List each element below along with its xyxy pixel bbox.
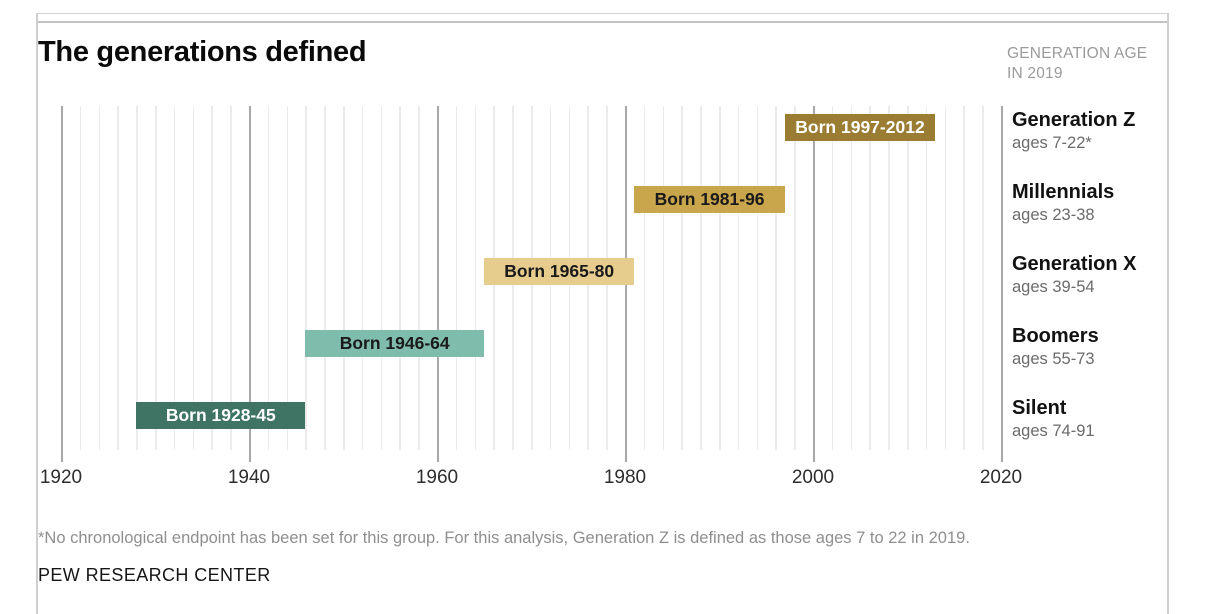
generation-bar: Born 1946-64 (305, 330, 484, 357)
generation-label: Generation X ages 39-54 (1012, 253, 1136, 298)
bar-label: Born 1928-45 (165, 405, 276, 425)
generation-bar: Born 1965-80 (484, 258, 635, 285)
chart-footnote: *No chronological endpoint has been set … (38, 529, 970, 547)
generation-ages: ages 55-73 (1012, 350, 1095, 368)
frame-top-border (36, 13, 1169, 14)
bar-label: Born 1997-2012 (795, 117, 925, 137)
gridline-minor (662, 106, 665, 450)
gridline-minor (455, 106, 458, 450)
gridline-major (61, 106, 63, 462)
frame-right-border (1167, 13, 1169, 614)
gridline-minor (474, 106, 477, 450)
gridline-minor (324, 106, 326, 450)
gridline-minor (361, 106, 364, 450)
chart-title: The generations defined (38, 36, 367, 68)
generation-name: Generation X (1012, 253, 1137, 275)
gridline-minor (230, 106, 232, 450)
gridline-minor (267, 106, 270, 450)
axis-tick-label: 1920 (39, 467, 83, 488)
generation-age-header: GENERATION AGE IN 2019 (1007, 44, 1177, 84)
gridline-minor (643, 106, 646, 450)
generation-age-header-line2: IN 2019 (1007, 65, 1063, 82)
gridline-minor (775, 106, 777, 450)
gridline-minor (173, 106, 176, 450)
axis-tick-label: 2020 (979, 467, 1023, 488)
gridline-major (1001, 106, 1003, 462)
bar-label: Born 1981-96 (654, 189, 765, 209)
gridline-minor (963, 106, 965, 450)
axis-tick-label: 1960 (415, 467, 459, 488)
gridline-minor (98, 106, 101, 450)
gridline-major (249, 106, 251, 462)
generation-age-header-line1: GENERATION AGE (1007, 45, 1148, 62)
generation-name: Generation Z (1012, 109, 1136, 131)
gridline-minor (756, 106, 759, 450)
gridline-major (813, 106, 815, 462)
gridline-minor (305, 106, 307, 450)
axis-tick-label: 1980 (603, 467, 647, 488)
bar-label: Born 1946-64 (339, 333, 450, 353)
generation-ages: ages 74-91 (1012, 422, 1095, 440)
gridline-minor (399, 106, 401, 450)
frame-top-rule (36, 21, 1169, 23)
gridline-minor (211, 106, 213, 450)
gridline-minor (343, 106, 345, 450)
generation-name: Silent (1012, 397, 1067, 419)
generation-bar: Born 1981-96 (634, 186, 785, 213)
gridline-minor (831, 106, 834, 450)
gridline-minor (737, 106, 740, 450)
generation-bar: Born 1928-45 (136, 402, 306, 429)
gridline-minor (286, 106, 289, 450)
gridline-minor (136, 106, 138, 450)
generation-ages: ages 23-38 (1012, 206, 1095, 224)
generation-label: Boomers ages 55-73 (1012, 325, 1099, 370)
axis-tick-label: 1940 (227, 467, 271, 488)
bar-label: Born 1965-80 (504, 261, 615, 281)
generation-name: Millennials (1012, 181, 1115, 203)
generation-ages: ages 39-54 (1012, 278, 1095, 296)
gridline-minor (418, 106, 420, 450)
source-label: PEW RESEARCH CENTER (38, 565, 271, 585)
gridline-minor (700, 106, 702, 450)
generation-label: Silent ages 74-91 (1012, 397, 1095, 442)
axis-tick-label: 2000 (791, 467, 835, 488)
generation-label: Generation Z ages 7-22* (1012, 109, 1135, 154)
gridline-minor (888, 106, 890, 450)
gridline-minor (719, 106, 721, 450)
generation-bar: Born 1997-2012 (784, 114, 936, 141)
generation-label: Millennials ages 23-38 (1012, 181, 1114, 226)
generation-ages: ages 7-22* (1012, 134, 1092, 152)
gridline-minor (907, 106, 909, 450)
generation-name: Boomers (1012, 325, 1099, 347)
gridline-minor (925, 106, 928, 450)
gridline-minor (944, 106, 947, 450)
gridline-major (437, 106, 439, 462)
gridline-minor (380, 106, 383, 450)
gridline-minor (192, 106, 195, 450)
frame-left-border (36, 13, 38, 614)
gridline-minor (869, 106, 871, 450)
gridline-minor (794, 106, 796, 450)
gridline-minor (79, 106, 82, 450)
gridline-minor (982, 106, 984, 450)
gridline-minor (155, 106, 157, 450)
gridline-minor (117, 106, 119, 450)
gridline-minor (850, 106, 853, 450)
gridline-minor (681, 106, 683, 450)
